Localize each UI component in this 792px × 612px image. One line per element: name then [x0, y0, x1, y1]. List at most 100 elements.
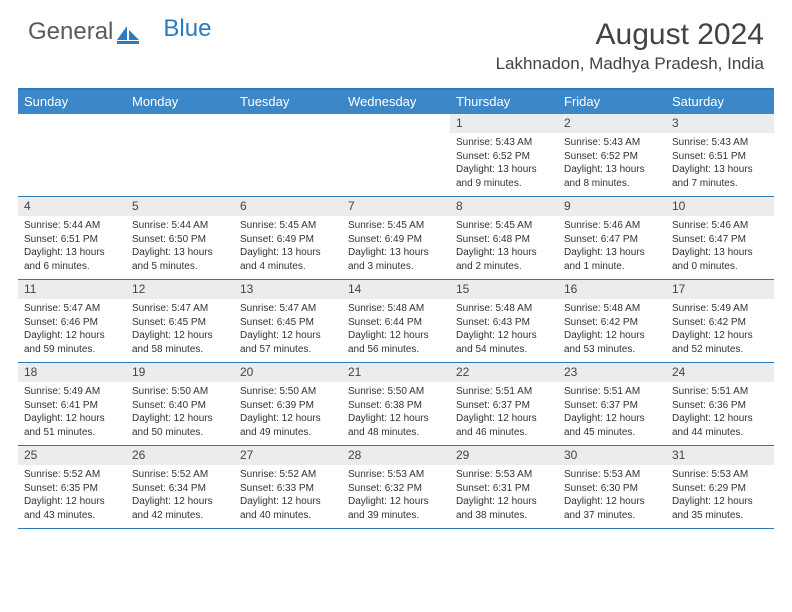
day-number: 28: [342, 446, 450, 465]
day-number: 31: [666, 446, 774, 465]
day-details: Sunrise: 5:49 AMSunset: 6:41 PMDaylight:…: [18, 382, 126, 443]
calendar-week-row: 11Sunrise: 5:47 AMSunset: 6:46 PMDayligh…: [18, 280, 774, 363]
calendar-day-cell: [342, 114, 450, 196]
calendar-day-cell: 27Sunrise: 5:52 AMSunset: 6:33 PMDayligh…: [234, 446, 342, 528]
calendar-day-cell: 2Sunrise: 5:43 AMSunset: 6:52 PMDaylight…: [558, 114, 666, 196]
day-details: Sunrise: 5:43 AMSunset: 6:52 PMDaylight:…: [450, 133, 558, 194]
weekday-header: Saturday: [666, 90, 774, 114]
day-number: 19: [126, 363, 234, 382]
day-details: Sunrise: 5:43 AMSunset: 6:52 PMDaylight:…: [558, 133, 666, 194]
day-number-empty: [126, 114, 234, 133]
calendar-day-cell: 29Sunrise: 5:53 AMSunset: 6:31 PMDayligh…: [450, 446, 558, 528]
day-number: 30: [558, 446, 666, 465]
day-number: 7: [342, 197, 450, 216]
day-number: 14: [342, 280, 450, 299]
day-details: Sunrise: 5:53 AMSunset: 6:30 PMDaylight:…: [558, 465, 666, 526]
calendar-day-cell: 31Sunrise: 5:53 AMSunset: 6:29 PMDayligh…: [666, 446, 774, 528]
calendar-day-cell: 10Sunrise: 5:46 AMSunset: 6:47 PMDayligh…: [666, 197, 774, 279]
calendar-day-cell: 24Sunrise: 5:51 AMSunset: 6:36 PMDayligh…: [666, 363, 774, 445]
calendar-day-cell: 28Sunrise: 5:53 AMSunset: 6:32 PMDayligh…: [342, 446, 450, 528]
calendar-day-cell: 19Sunrise: 5:50 AMSunset: 6:40 PMDayligh…: [126, 363, 234, 445]
day-number: 29: [450, 446, 558, 465]
day-details: Sunrise: 5:45 AMSunset: 6:48 PMDaylight:…: [450, 216, 558, 277]
day-number: 12: [126, 280, 234, 299]
day-number: 25: [18, 446, 126, 465]
calendar-day-cell: 16Sunrise: 5:48 AMSunset: 6:42 PMDayligh…: [558, 280, 666, 362]
calendar-day-cell: 23Sunrise: 5:51 AMSunset: 6:37 PMDayligh…: [558, 363, 666, 445]
day-details: Sunrise: 5:52 AMSunset: 6:35 PMDaylight:…: [18, 465, 126, 526]
day-number: 13: [234, 280, 342, 299]
day-details: Sunrise: 5:51 AMSunset: 6:37 PMDaylight:…: [450, 382, 558, 443]
calendar-day-cell: 11Sunrise: 5:47 AMSunset: 6:46 PMDayligh…: [18, 280, 126, 362]
day-number: 9: [558, 197, 666, 216]
calendar-day-cell: [18, 114, 126, 196]
day-number: 3: [666, 114, 774, 133]
calendar-day-cell: 13Sunrise: 5:47 AMSunset: 6:45 PMDayligh…: [234, 280, 342, 362]
day-number: 18: [18, 363, 126, 382]
calendar-week-row: 1Sunrise: 5:43 AMSunset: 6:52 PMDaylight…: [18, 114, 774, 197]
calendar-week-row: 25Sunrise: 5:52 AMSunset: 6:35 PMDayligh…: [18, 446, 774, 529]
day-details: Sunrise: 5:45 AMSunset: 6:49 PMDaylight:…: [342, 216, 450, 277]
day-number: 11: [18, 280, 126, 299]
day-details: Sunrise: 5:52 AMSunset: 6:33 PMDaylight:…: [234, 465, 342, 526]
calendar-day-cell: 22Sunrise: 5:51 AMSunset: 6:37 PMDayligh…: [450, 363, 558, 445]
day-details: Sunrise: 5:48 AMSunset: 6:43 PMDaylight:…: [450, 299, 558, 360]
day-details: Sunrise: 5:49 AMSunset: 6:42 PMDaylight:…: [666, 299, 774, 360]
calendar-day-cell: 1Sunrise: 5:43 AMSunset: 6:52 PMDaylight…: [450, 114, 558, 196]
location-label: Lakhnadon, Madhya Pradesh, India: [496, 54, 764, 74]
calendar-day-cell: 12Sunrise: 5:47 AMSunset: 6:45 PMDayligh…: [126, 280, 234, 362]
day-number: 6: [234, 197, 342, 216]
calendar-day-cell: 5Sunrise: 5:44 AMSunset: 6:50 PMDaylight…: [126, 197, 234, 279]
day-number: 24: [666, 363, 774, 382]
day-number: 27: [234, 446, 342, 465]
page-header: General Blue August 2024 Lakhnadon, Madh…: [0, 0, 792, 82]
weekday-header: Monday: [126, 90, 234, 114]
day-details: Sunrise: 5:47 AMSunset: 6:45 PMDaylight:…: [126, 299, 234, 360]
day-number: 15: [450, 280, 558, 299]
day-number: 21: [342, 363, 450, 382]
calendar-day-cell: 4Sunrise: 5:44 AMSunset: 6:51 PMDaylight…: [18, 197, 126, 279]
day-number: 17: [666, 280, 774, 299]
day-number: 10: [666, 197, 774, 216]
calendar-day-cell: 25Sunrise: 5:52 AMSunset: 6:35 PMDayligh…: [18, 446, 126, 528]
day-details: Sunrise: 5:47 AMSunset: 6:45 PMDaylight:…: [234, 299, 342, 360]
calendar-day-cell: 21Sunrise: 5:50 AMSunset: 6:38 PMDayligh…: [342, 363, 450, 445]
day-details: Sunrise: 5:44 AMSunset: 6:51 PMDaylight:…: [18, 216, 126, 277]
day-number: 22: [450, 363, 558, 382]
logo-text-general: General: [28, 18, 113, 46]
calendar-week-row: 18Sunrise: 5:49 AMSunset: 6:41 PMDayligh…: [18, 363, 774, 446]
day-number: 23: [558, 363, 666, 382]
weeks-container: 1Sunrise: 5:43 AMSunset: 6:52 PMDaylight…: [18, 114, 774, 529]
day-details: Sunrise: 5:50 AMSunset: 6:38 PMDaylight:…: [342, 382, 450, 443]
day-details: Sunrise: 5:51 AMSunset: 6:36 PMDaylight:…: [666, 382, 774, 443]
day-details: Sunrise: 5:46 AMSunset: 6:47 PMDaylight:…: [666, 216, 774, 277]
calendar-day-cell: 26Sunrise: 5:52 AMSunset: 6:34 PMDayligh…: [126, 446, 234, 528]
calendar-day-cell: 9Sunrise: 5:46 AMSunset: 6:47 PMDaylight…: [558, 197, 666, 279]
day-number: 2: [558, 114, 666, 133]
day-number: 5: [126, 197, 234, 216]
day-number: 8: [450, 197, 558, 216]
day-details: Sunrise: 5:44 AMSunset: 6:50 PMDaylight:…: [126, 216, 234, 277]
day-details: Sunrise: 5:50 AMSunset: 6:39 PMDaylight:…: [234, 382, 342, 443]
day-details: Sunrise: 5:53 AMSunset: 6:32 PMDaylight:…: [342, 465, 450, 526]
day-details: Sunrise: 5:43 AMSunset: 6:51 PMDaylight:…: [666, 133, 774, 194]
month-title: August 2024: [496, 18, 764, 52]
logo: General Blue: [28, 18, 211, 46]
calendar-day-cell: 8Sunrise: 5:45 AMSunset: 6:48 PMDaylight…: [450, 197, 558, 279]
calendar-week-row: 4Sunrise: 5:44 AMSunset: 6:51 PMDaylight…: [18, 197, 774, 280]
day-details: Sunrise: 5:51 AMSunset: 6:37 PMDaylight:…: [558, 382, 666, 443]
weekday-header: Wednesday: [342, 90, 450, 114]
day-details: Sunrise: 5:53 AMSunset: 6:31 PMDaylight:…: [450, 465, 558, 526]
calendar-day-cell: [234, 114, 342, 196]
day-details: Sunrise: 5:48 AMSunset: 6:42 PMDaylight:…: [558, 299, 666, 360]
day-details: Sunrise: 5:47 AMSunset: 6:46 PMDaylight:…: [18, 299, 126, 360]
calendar-day-cell: 3Sunrise: 5:43 AMSunset: 6:51 PMDaylight…: [666, 114, 774, 196]
day-details: Sunrise: 5:50 AMSunset: 6:40 PMDaylight:…: [126, 382, 234, 443]
calendar-day-cell: 7Sunrise: 5:45 AMSunset: 6:49 PMDaylight…: [342, 197, 450, 279]
day-number-empty: [342, 114, 450, 133]
calendar-day-cell: 17Sunrise: 5:49 AMSunset: 6:42 PMDayligh…: [666, 280, 774, 362]
day-number-empty: [234, 114, 342, 133]
day-details: Sunrise: 5:53 AMSunset: 6:29 PMDaylight:…: [666, 465, 774, 526]
title-block: August 2024 Lakhnadon, Madhya Pradesh, I…: [496, 18, 764, 74]
logo-text-blue: Blue: [163, 15, 211, 43]
